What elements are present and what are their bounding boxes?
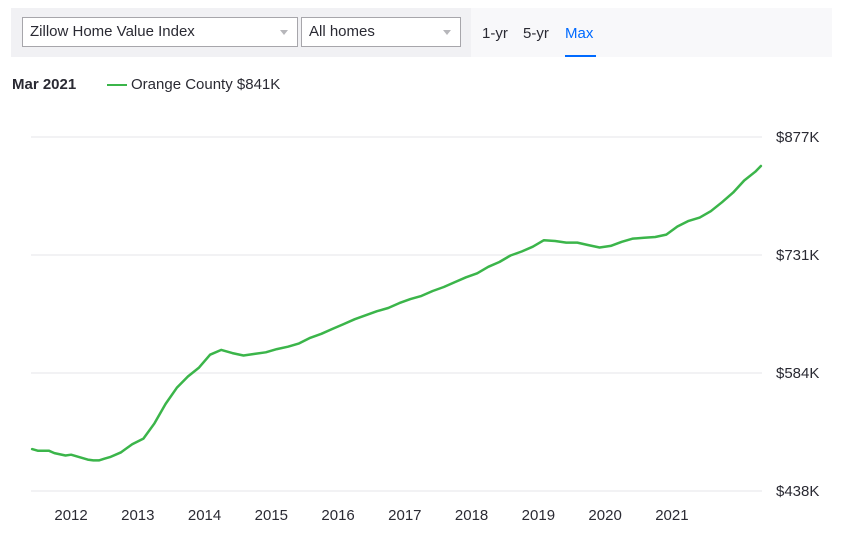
x-tick-label: 2013 <box>121 507 154 524</box>
tab-max[interactable]: Max <box>565 25 594 42</box>
home-type-select[interactable]: All homes <box>301 17 461 47</box>
home-type-select-value: All homes <box>309 23 375 40</box>
legend-swatch <box>107 84 127 86</box>
y-tick-label: $877K <box>776 129 819 146</box>
active-tab-indicator <box>565 55 596 57</box>
y-tick-label: $731K <box>776 247 819 264</box>
x-tick-label: 2017 <box>388 507 421 524</box>
series-line-orange-county <box>30 164 763 462</box>
metric-select-value: Zillow Home Value Index <box>30 23 195 40</box>
x-tick-label: 2014 <box>188 507 221 524</box>
chevron-down-icon <box>280 30 288 35</box>
x-tick-label: 2020 <box>588 507 621 524</box>
tab-5-yr[interactable]: 5-yr <box>523 25 549 42</box>
metric-select[interactable]: Zillow Home Value Index <box>22 17 298 47</box>
x-tick-label: 2012 <box>54 507 87 524</box>
y-tick-label: $584K <box>776 365 819 382</box>
chart-controls: Zillow Home Value Index All homes 1-yr 5… <box>11 8 832 57</box>
y-tick-label: $438K <box>776 483 819 500</box>
tab-1-yr[interactable]: 1-yr <box>482 25 508 42</box>
legend-series-label: Orange County $841K <box>131 76 281 93</box>
x-tick-label: 2015 <box>255 507 288 524</box>
x-tick-label: 2018 <box>455 507 488 524</box>
legend-date: Mar 2021 <box>12 76 77 93</box>
range-tab-group <box>471 8 832 57</box>
x-tick-label: 2016 <box>321 507 354 524</box>
chevron-down-icon <box>443 30 451 35</box>
x-tick-label: 2019 <box>522 507 555 524</box>
x-tick-label: 2021 <box>655 507 688 524</box>
